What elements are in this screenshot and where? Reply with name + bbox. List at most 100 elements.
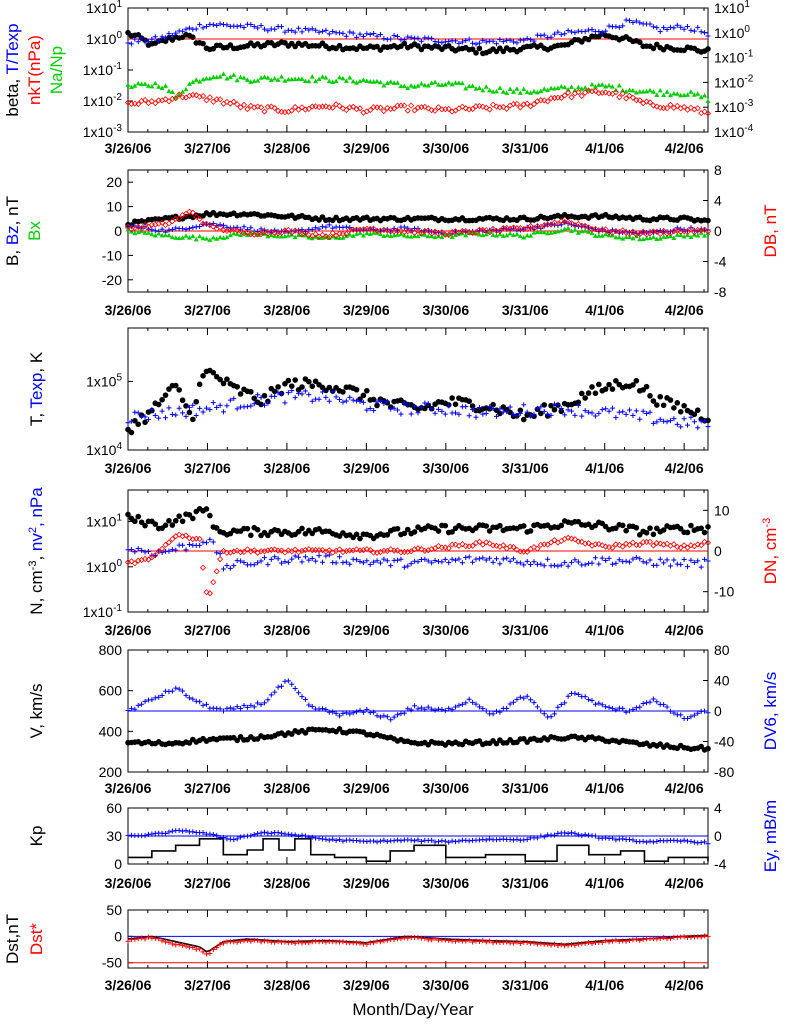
data-point (650, 531, 657, 538)
data-point (217, 224, 224, 231)
data-point (381, 837, 387, 843)
data-point (186, 535, 193, 542)
data-point (531, 940, 537, 946)
data-point (589, 560, 595, 566)
data-point (489, 225, 497, 232)
data-point (612, 227, 619, 235)
data-point (500, 39, 506, 45)
data-point (186, 81, 192, 87)
data-point (633, 408, 639, 414)
data-point (453, 232, 459, 238)
data-point (674, 400, 681, 406)
data-point (640, 936, 646, 942)
data-point (374, 713, 380, 719)
data-point (575, 28, 581, 34)
data-point (480, 411, 486, 417)
data-point (613, 707, 619, 713)
panels-layer: 1x10-31x10-21x10-11x1001x1011x10-41x10-3… (3, 0, 780, 993)
data-point (702, 418, 708, 424)
data-point (149, 36, 155, 42)
data-point (234, 101, 241, 108)
data-point (244, 404, 250, 410)
data-point (193, 26, 199, 32)
tick-label: -40 (714, 734, 734, 750)
data-point (561, 92, 568, 99)
data-point (224, 22, 230, 28)
data-point (445, 105, 452, 112)
data-point (603, 406, 609, 412)
data-point (528, 561, 534, 567)
data-point (657, 29, 663, 35)
data-point (176, 235, 182, 241)
data-point (142, 832, 148, 838)
data-point (347, 394, 353, 400)
data-point (687, 226, 695, 233)
data-point (142, 936, 148, 942)
data-point (647, 557, 653, 563)
data-point (586, 229, 592, 234)
data-point (633, 524, 640, 531)
data-point (685, 23, 691, 29)
data-point (524, 939, 530, 945)
data-point (289, 76, 295, 82)
data-point (258, 22, 264, 28)
data-point (609, 544, 616, 551)
data-point (316, 226, 322, 232)
data-point (371, 559, 377, 565)
data-point (705, 841, 711, 847)
data-point (261, 555, 267, 561)
data-point (302, 78, 308, 83)
data-point (139, 935, 145, 941)
data-point (493, 708, 499, 714)
data-point (159, 34, 165, 40)
data-point (326, 78, 332, 84)
data-point (132, 417, 138, 424)
data-point (138, 556, 145, 564)
data-point (322, 233, 329, 240)
data-point (323, 27, 329, 33)
data-point (520, 523, 527, 529)
data-point (623, 95, 630, 102)
data-point (698, 743, 704, 750)
data-point (354, 398, 360, 404)
data-point (275, 830, 281, 836)
data-point (616, 24, 622, 30)
data-point (380, 226, 387, 233)
data-point (275, 939, 281, 945)
data-point (647, 21, 653, 27)
data-point (551, 832, 557, 838)
data-point (456, 702, 462, 708)
x-tick-label: 3/30/06 (422, 622, 469, 638)
data-point (271, 104, 278, 112)
data-point (578, 39, 585, 45)
data-point (521, 235, 527, 240)
data-point (585, 87, 592, 94)
data-point (528, 413, 534, 419)
data-point (487, 938, 493, 944)
data-point (179, 518, 186, 525)
data-point (128, 41, 134, 47)
data-point (306, 940, 312, 946)
data-point (374, 43, 380, 50)
data-point (592, 701, 598, 707)
data-point (636, 541, 643, 549)
data-point (391, 405, 397, 411)
data-point (343, 398, 349, 404)
data-point (340, 235, 346, 240)
data-point (381, 36, 387, 42)
data-point (401, 232, 407, 238)
data-point (531, 411, 537, 417)
data-point (347, 232, 353, 237)
data-point (302, 696, 308, 702)
data-point (674, 102, 681, 109)
data-point (391, 714, 397, 720)
data-point (674, 543, 681, 550)
data-point (141, 555, 149, 563)
data-point (470, 559, 476, 565)
panel-beta: 1x10-31x10-21x10-11x1001x1011x10-41x10-3… (3, 0, 754, 156)
data-point (507, 404, 513, 410)
data-point (275, 527, 281, 534)
x-tick-label: 3/26/06 (105, 977, 152, 993)
tick-label: 400 (99, 723, 123, 739)
data-point (650, 45, 657, 52)
